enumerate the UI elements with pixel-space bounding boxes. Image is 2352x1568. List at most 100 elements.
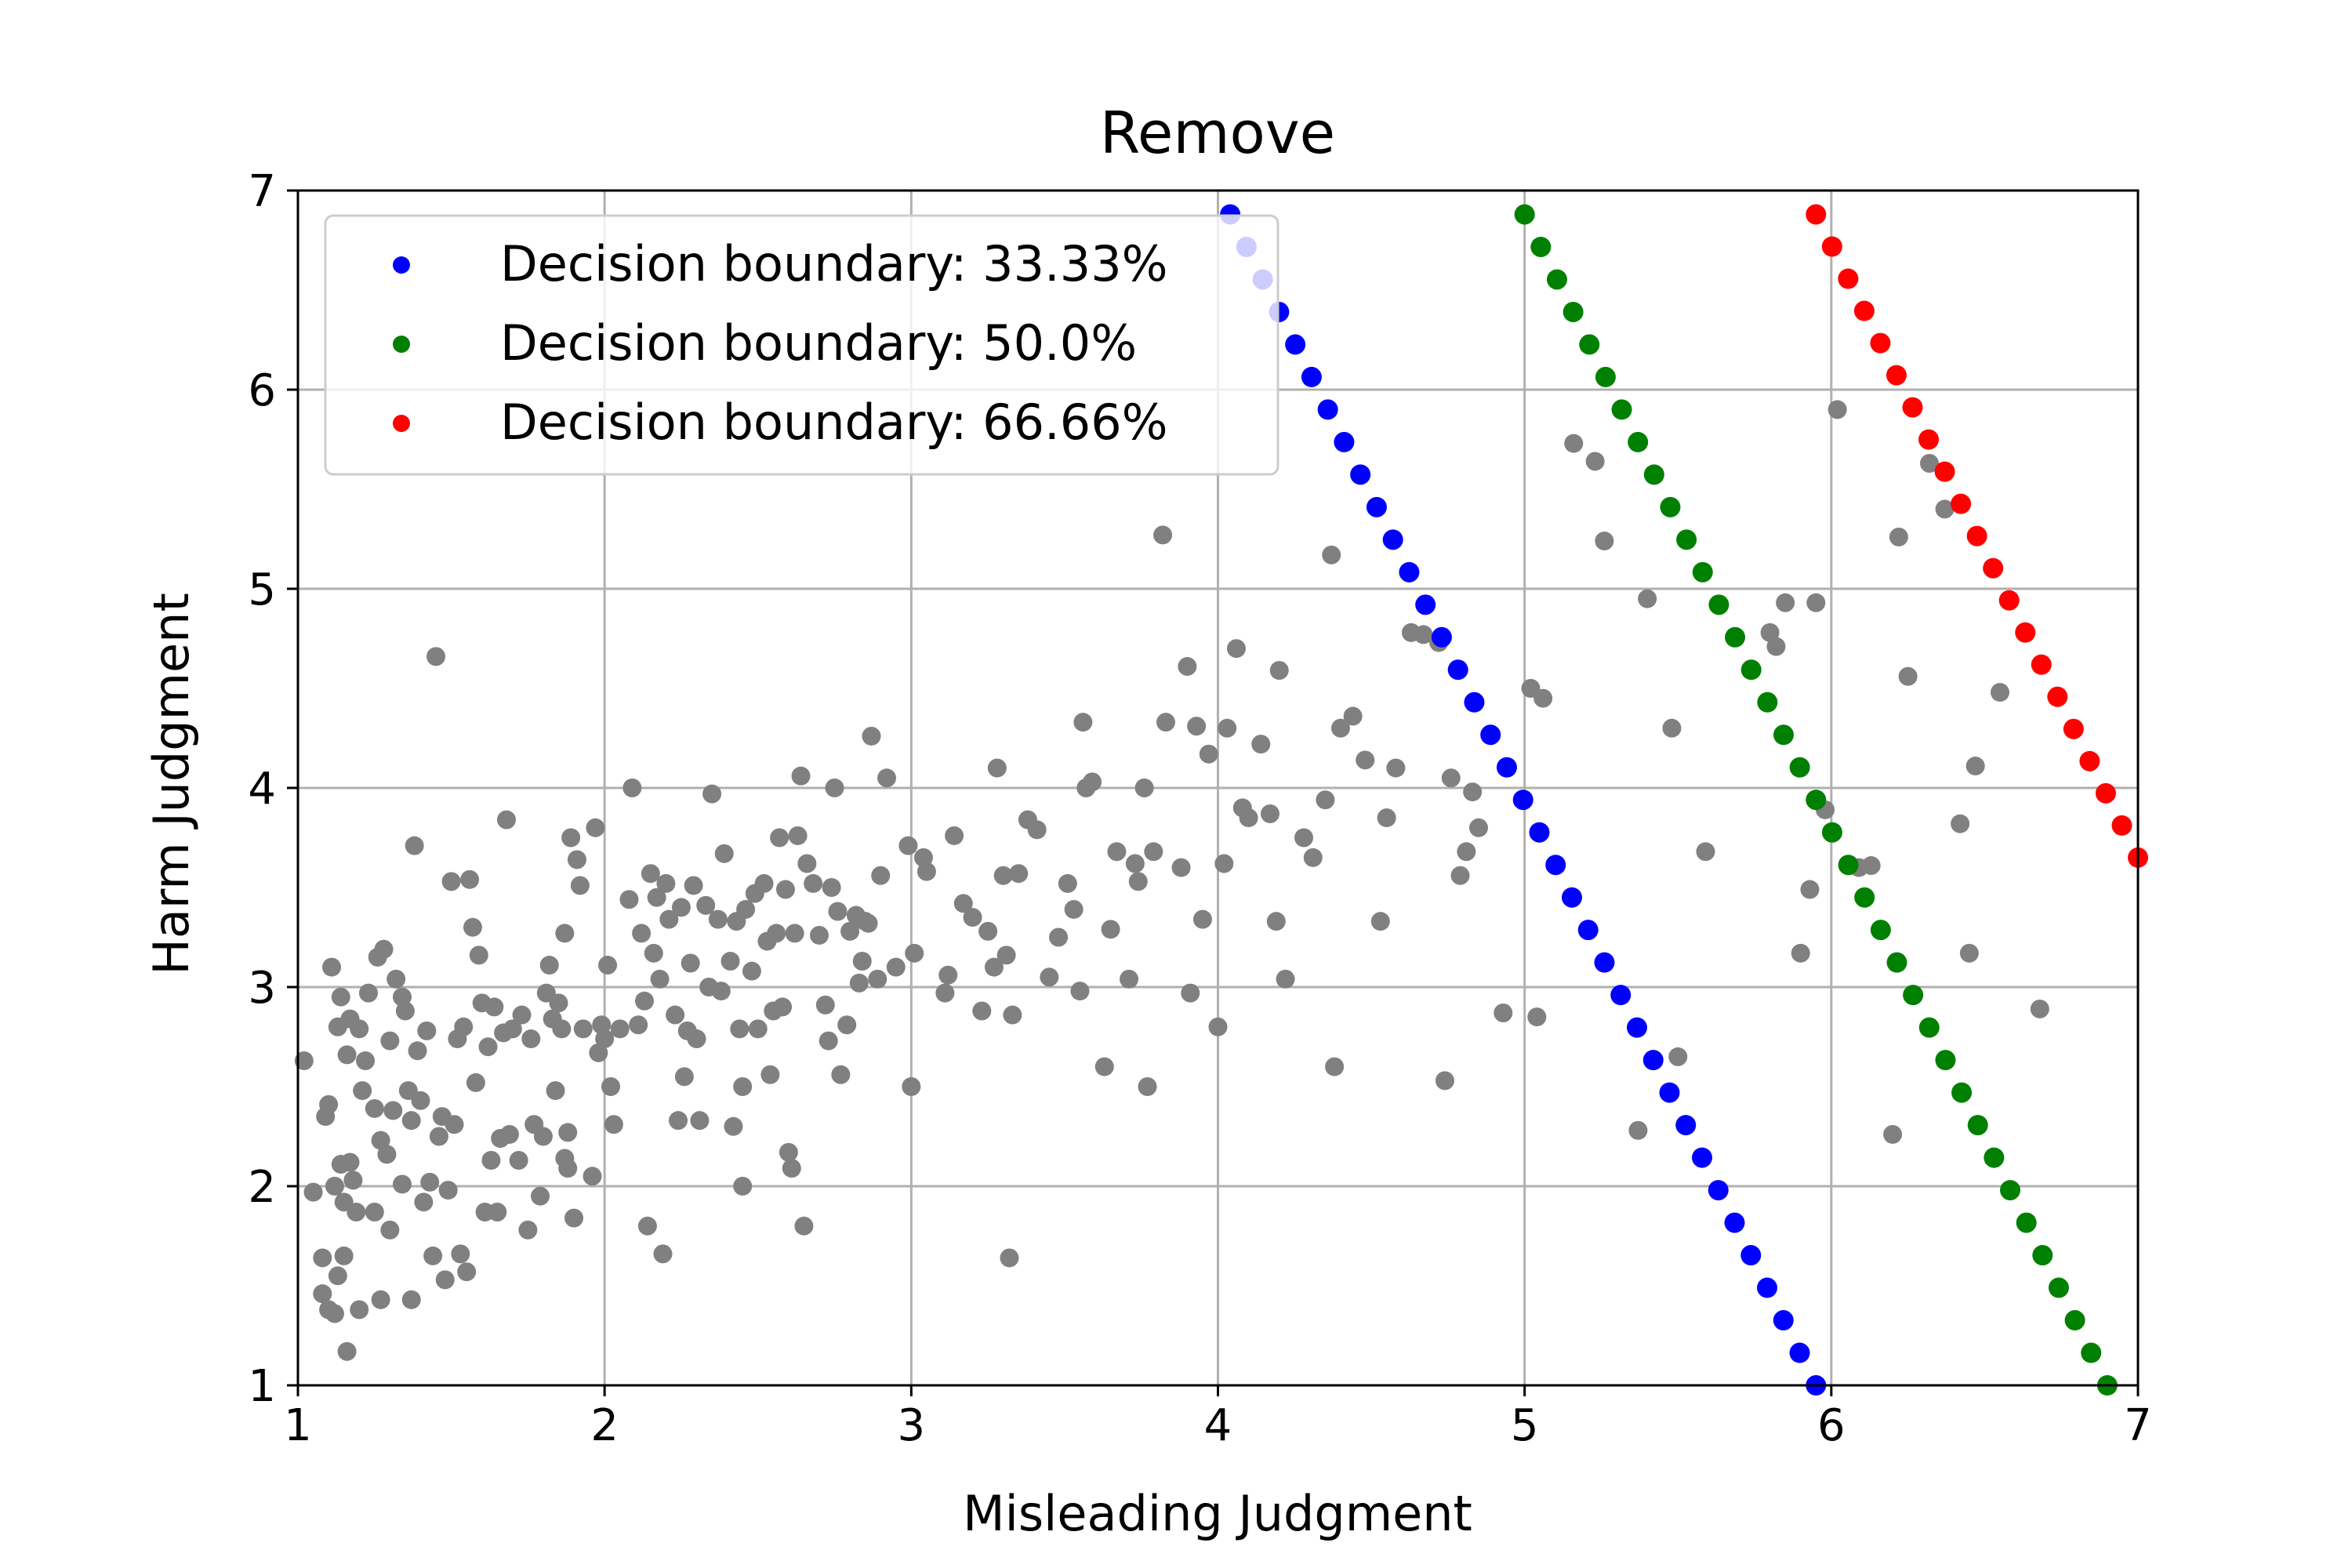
- data-point: [1696, 842, 1715, 862]
- boundary-point: [1918, 1017, 1940, 1038]
- data-point: [438, 1181, 458, 1200]
- boundary-point: [2079, 750, 2100, 771]
- boundary-point: [1708, 1180, 1729, 1201]
- data-point: [1125, 854, 1145, 873]
- boundary-point: [1577, 920, 1599, 941]
- boundary-point: [2064, 1310, 2085, 1331]
- data-point: [1435, 1071, 1454, 1091]
- data-point: [350, 1300, 369, 1319]
- data-point: [862, 726, 881, 746]
- boundary-point: [2063, 718, 2084, 739]
- data-point: [414, 1192, 434, 1212]
- data-point: [539, 956, 559, 975]
- boundary-point: [1676, 529, 1697, 550]
- data-point: [809, 925, 829, 945]
- data-point: [1316, 790, 1335, 810]
- data-point: [350, 1019, 369, 1039]
- boundary-point: [2015, 622, 2036, 643]
- data-point: [671, 898, 691, 917]
- boundary-point: [1692, 561, 1713, 583]
- x-axis-label: Misleading Judgment: [963, 1485, 1472, 1542]
- data-point: [849, 973, 869, 993]
- y-axis-label: Harm Judgment: [143, 593, 200, 975]
- data-point: [788, 826, 808, 845]
- data-point: [1965, 757, 1985, 776]
- boundary-point: [1821, 822, 1842, 843]
- data-point: [334, 1246, 354, 1265]
- data-point: [573, 1019, 593, 1039]
- data-point: [1134, 779, 1154, 797]
- data-point: [1107, 842, 1127, 862]
- data-point: [1457, 842, 1476, 862]
- boundary-point: [1757, 1277, 1778, 1298]
- data-point: [595, 1029, 615, 1049]
- boundary-point: [1382, 529, 1403, 550]
- data-point: [1370, 912, 1390, 931]
- data-point: [858, 913, 878, 933]
- data-point: [1450, 866, 1470, 885]
- boundary-point: [1626, 1017, 1647, 1038]
- boundary-point: [1983, 557, 2004, 579]
- boundary-point: [1998, 590, 2020, 611]
- boundary-point: [1902, 397, 1923, 418]
- data-point: [1889, 527, 1908, 546]
- data-point: [1049, 927, 1069, 947]
- data-point: [681, 953, 700, 973]
- data-point: [331, 987, 350, 1007]
- data-point: [1494, 1004, 1513, 1023]
- data-point: [1343, 706, 1363, 726]
- data-point: [1027, 820, 1047, 840]
- data-point: [1214, 854, 1234, 873]
- data-point: [822, 878, 841, 897]
- data-point: [1800, 880, 1820, 899]
- data-point: [586, 818, 605, 837]
- legend-box: [324, 214, 1279, 476]
- data-point: [408, 1041, 427, 1061]
- boundary-point: [1789, 1342, 1810, 1363]
- data-point: [457, 1262, 477, 1282]
- data-point: [454, 1017, 474, 1036]
- data-point: [343, 1171, 363, 1190]
- data-point: [1094, 1057, 1114, 1076]
- boundary-point: [1789, 757, 1810, 778]
- boundary-point: [1579, 334, 1600, 355]
- data-point: [503, 1019, 522, 1039]
- data-point: [1239, 808, 1258, 828]
- data-point: [653, 1244, 673, 1264]
- data-point: [423, 1246, 443, 1265]
- boundary-point: [1838, 855, 1859, 876]
- data-point: [785, 924, 804, 943]
- data-point: [797, 854, 817, 873]
- data-point: [1585, 452, 1605, 471]
- data-point: [666, 1005, 685, 1025]
- y-tick-label: 4: [248, 764, 276, 815]
- data-point: [337, 1045, 357, 1065]
- boundary-point: [1967, 1115, 1988, 1136]
- data-point: [1187, 717, 1207, 736]
- data-point: [1564, 434, 1584, 453]
- data-point: [840, 921, 860, 941]
- data-point: [1828, 400, 1847, 419]
- boundary-point: [2000, 1180, 2021, 1201]
- data-point: [1178, 657, 1197, 677]
- legend: Decision boundary: 33.33% Decision bound…: [324, 214, 1279, 476]
- data-point: [383, 1101, 403, 1120]
- data-point: [555, 924, 575, 943]
- boundary-point: [1594, 952, 1615, 973]
- boundary-series-0: [1220, 204, 1827, 1396]
- data-point: [1199, 744, 1218, 764]
- data-point: [963, 908, 982, 927]
- data-point: [358, 983, 378, 1003]
- data-point: [935, 983, 955, 1003]
- data-point: [1144, 842, 1163, 862]
- data-point: [754, 873, 774, 893]
- data-point: [499, 1124, 519, 1144]
- data-point: [1766, 637, 1786, 656]
- data-point: [496, 810, 516, 829]
- data-point: [877, 768, 897, 788]
- y-tick-label: 7: [248, 166, 276, 217]
- data-point: [325, 1177, 344, 1196]
- data-point: [629, 1015, 648, 1035]
- x-tick-label: 3: [898, 1400, 926, 1451]
- data-points: [294, 400, 2049, 1361]
